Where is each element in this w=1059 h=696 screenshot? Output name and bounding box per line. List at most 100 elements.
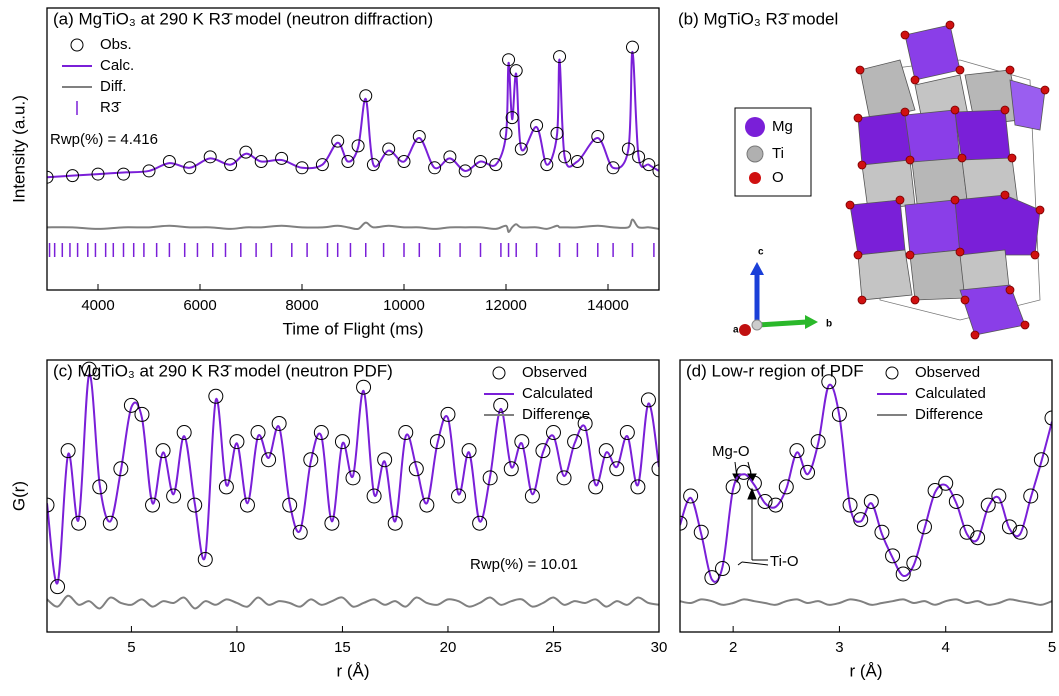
- obs-point: [885, 548, 901, 564]
- x-tick-label: 2: [729, 639, 737, 656]
- obs-point: [351, 139, 365, 153]
- obs-point: [271, 415, 287, 431]
- x-tick-label: 10000: [383, 297, 425, 314]
- obs-point: [499, 126, 513, 140]
- obs-point: [746, 475, 762, 491]
- obs-point: [606, 161, 620, 175]
- legend-label: Obs.: [100, 36, 132, 53]
- obs-point: [60, 443, 76, 459]
- obs-point: [203, 150, 217, 164]
- obs-point: [1023, 488, 1039, 504]
- x-tick-label: 3: [835, 639, 843, 656]
- plot-frame: [46, 7, 660, 291]
- obs-point: [117, 167, 130, 181]
- x-tick-label: 10: [229, 639, 246, 656]
- obs-point: [482, 470, 498, 486]
- obs-point: [570, 155, 584, 169]
- obs-point: [261, 452, 277, 468]
- obs-point: [651, 461, 659, 477]
- obs-point: [502, 53, 516, 67]
- obs-point: [725, 479, 741, 495]
- legend-label: Observed: [522, 364, 587, 381]
- obs-point: [778, 479, 794, 495]
- x-tick-label: 20: [440, 639, 457, 656]
- obs-point: [366, 488, 382, 504]
- obs-point: [71, 515, 87, 531]
- x-axis-label: Time of Flight (ms): [282, 319, 423, 338]
- plot-frame: [679, 359, 1053, 633]
- obs-point: [704, 570, 720, 586]
- obs-point: [895, 566, 911, 582]
- obs-point: [197, 551, 213, 567]
- obs-point: [145, 497, 161, 513]
- legend-label: R3̄: [100, 99, 121, 116]
- obs-point: [254, 155, 268, 169]
- obs-point: [598, 443, 614, 459]
- axis-letter: b: [826, 319, 832, 330]
- legend-label: Observed: [915, 364, 980, 381]
- x-axis-label: r (Å): [336, 661, 369, 680]
- crystal: [845, 20, 1050, 340]
- obs-point: [810, 434, 826, 450]
- series-line: [47, 373, 659, 585]
- obs-point: [514, 142, 528, 156]
- obs-point: [458, 164, 472, 178]
- obs-point: [303, 452, 319, 468]
- obs-point: [397, 155, 411, 169]
- obs-point: [250, 425, 266, 441]
- annotation: Rwp(%) = 4.416: [50, 131, 158, 148]
- obs-point: [229, 434, 245, 450]
- series-line: [680, 598, 1052, 606]
- legend-swatch: [885, 366, 899, 380]
- obs-point: [341, 155, 355, 169]
- obs-point: [567, 434, 583, 450]
- obs-point: [443, 150, 457, 164]
- obs-point: [863, 493, 879, 509]
- ti-atom: [746, 145, 764, 163]
- obs-point: [356, 379, 372, 395]
- obs-point: [524, 488, 540, 504]
- x-tick-label: 14000: [587, 297, 629, 314]
- series-line: [47, 594, 659, 610]
- obs-point: [577, 415, 593, 431]
- obs-point: [428, 161, 442, 175]
- x-tick-label: 6000: [183, 297, 216, 314]
- obs-point: [640, 392, 656, 408]
- obs-point: [47, 170, 54, 184]
- y-axis-label: Intensity (a.u.): [9, 95, 28, 203]
- obs-point: [715, 561, 731, 577]
- obs-point: [842, 497, 858, 513]
- obs-point: [50, 579, 66, 595]
- obs-point: [1044, 410, 1052, 426]
- annotation: Rwp(%) = 10.01: [470, 556, 578, 573]
- obs-point: [630, 479, 646, 495]
- obs-point: [102, 515, 118, 531]
- legend-label: Difference: [522, 406, 590, 423]
- x-tick-label: 25: [545, 639, 562, 656]
- plot-frame: [46, 359, 660, 633]
- obs-point: [916, 519, 932, 535]
- axis-letter: c: [758, 247, 764, 258]
- obs-point: [558, 150, 572, 164]
- obs-point: [398, 425, 414, 441]
- obs-point: [768, 497, 784, 513]
- obs-point: [906, 555, 922, 571]
- obs-point: [545, 425, 561, 441]
- obs-point: [853, 512, 869, 528]
- x-tick-label: 4000: [81, 297, 114, 314]
- obs-point: [334, 434, 350, 450]
- obs-point: [142, 164, 156, 178]
- obs-point: [292, 524, 308, 540]
- obs-point: [345, 470, 361, 486]
- obs-point: [387, 515, 403, 531]
- obs-point: [382, 142, 396, 156]
- obs-point: [162, 155, 176, 169]
- obs-point: [282, 497, 298, 513]
- axis-triad: c a b: [733, 247, 832, 336]
- annotation: Mg-O: [712, 443, 750, 460]
- x-tick-label: 5: [127, 639, 135, 656]
- obs-point: [736, 464, 752, 480]
- obs-point: [757, 493, 773, 509]
- obs-point: [970, 530, 986, 546]
